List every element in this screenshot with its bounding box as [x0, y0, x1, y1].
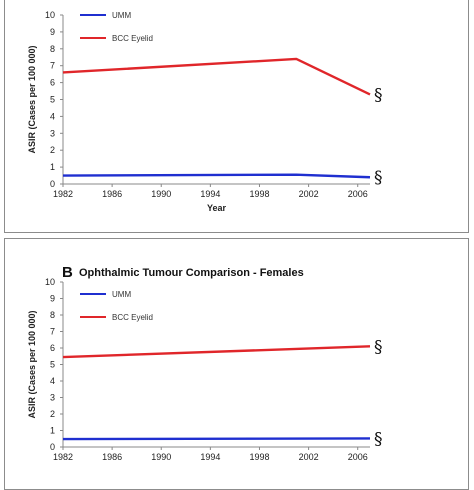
series-end-note: § [374, 168, 383, 188]
y-tick-label: 2 [50, 145, 55, 155]
chart-title: Ophthalmic Tumour Comparison - Females [79, 267, 304, 279]
series-end-note: § [374, 429, 383, 449]
x-tick-label: 1990 [151, 452, 171, 462]
y-tick-label: 10 [45, 10, 55, 20]
y-tick-label: 3 [50, 128, 55, 138]
y-tick-label: 4 [50, 376, 55, 386]
y-tick-label: 6 [50, 78, 55, 88]
y-tick-label: 1 [50, 162, 55, 172]
y-axis-title: ASIR (Cases per 100 000) [27, 310, 37, 418]
y-tick-label: 10 [45, 277, 55, 287]
series-line-bcc-eyelid [62, 345, 371, 359]
x-tick-label: 1994 [200, 452, 220, 462]
y-tick-label: 0 [50, 442, 55, 452]
y-tick-label: 0 [50, 179, 55, 189]
y-axis-title: ASIR (Cases per 100 000) [27, 45, 37, 153]
x-axis-title: Year [207, 203, 227, 213]
series-line-umm [62, 173, 371, 179]
chart-b-svg: 0 1 2 3 4 5 6 7 8 9 10 1982 1986 1990 1994 1998 2002 2006… [27, 264, 383, 462]
x-tick-label: 2006 [348, 452, 368, 462]
y-tick-label: 5 [50, 360, 55, 370]
x-tick-label: 2002 [299, 189, 319, 199]
y-tick-label: 9 [50, 27, 55, 37]
series-end-note: § [374, 337, 383, 357]
x-tick-label: 1998 [249, 189, 269, 199]
y-tick-label: 1 [50, 426, 55, 436]
y-tick-label: 8 [50, 310, 55, 320]
x-tick-label: 1994 [200, 189, 220, 199]
y-tick-label: 7 [50, 61, 55, 71]
y-tick-label: 8 [50, 44, 55, 54]
y-tick-label: 7 [50, 327, 55, 337]
x-tick-label: 1982 [53, 452, 73, 462]
y-tick-label: 9 [50, 294, 55, 304]
x-tick-label: 1982 [53, 189, 73, 199]
x-tick-label: 2002 [299, 452, 319, 462]
chart-a-svg: 0 1 2 3 4 5 6 7 8 9 10 1982 1986 1990 1994 1998 2002 2006… [27, 10, 383, 213]
series-end-note: § [374, 85, 383, 105]
y-tick-label: 2 [50, 409, 55, 419]
y-tick-label: 5 [50, 95, 55, 105]
x-tick-label: 1986 [102, 452, 122, 462]
x-tick-label: 2006 [348, 189, 368, 199]
y-tick-label: 3 [50, 393, 55, 403]
x-tick-label: 1998 [249, 452, 269, 462]
y-tick-label: 6 [50, 343, 55, 353]
x-tick-label: 1990 [151, 189, 171, 199]
chart-panel-a: 0 1 2 3 4 5 6 7 8 9 10 1982 1986 1990 1994 1998 2002 2006… [4, 0, 469, 233]
legend-label: BCC Eyelid [112, 313, 153, 322]
legend-label: UMM [112, 290, 131, 299]
legend-label: UMM [112, 11, 131, 20]
series-line-bcc-eyelid [62, 57, 371, 96]
y-tick-label: 4 [50, 111, 55, 121]
panel-letter: B [62, 264, 73, 281]
series-line-umm [62, 437, 371, 441]
chart-panel-b: 0 1 2 3 4 5 6 7 8 9 10 1982 1986 1990 1994 1998 2002 2006… [4, 238, 469, 490]
x-tick-label: 1986 [102, 189, 122, 199]
legend-label: BCC Eyelid [112, 34, 153, 43]
